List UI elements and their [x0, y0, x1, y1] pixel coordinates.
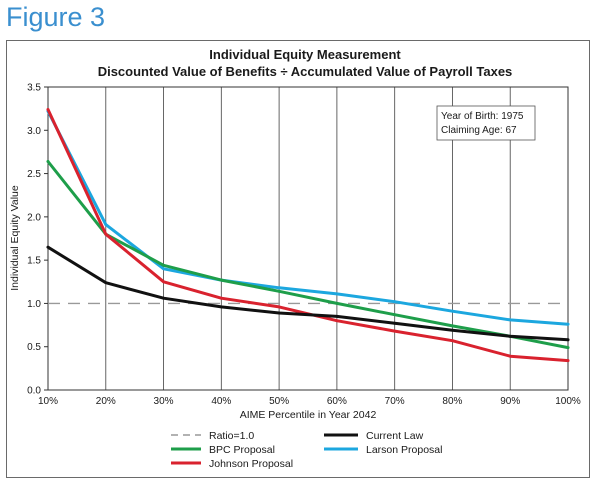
data-point-bpc-proposal-6: [393, 313, 397, 317]
data-point-larson-proposal-9: [566, 322, 570, 326]
data-point-johnson-proposal-4: [277, 305, 281, 309]
data-point-current-law-7: [451, 328, 454, 332]
x-tick-label-3: 40%: [211, 396, 231, 407]
data-point-current-law-0: [46, 245, 50, 249]
data-point-johnson-proposal-7: [451, 339, 454, 343]
data-point-larson-proposal-6: [393, 300, 397, 304]
annotation-claiming-age: Claiming Age: 67: [441, 125, 517, 136]
data-point-current-law-2: [162, 296, 165, 300]
annotation-year-of-birth: Year of Birth: 1975: [441, 111, 524, 122]
legend: Ratio=1.0 Current Law BPC Proposal Larso…: [171, 430, 442, 470]
data-point-johnson-proposal-5: [335, 319, 339, 323]
data-point-bpc-proposal-2: [162, 263, 165, 267]
series-line-bpc-proposal: [46, 160, 570, 350]
series-line-larson-proposal: [46, 109, 570, 326]
data-point-larson-proposal-5: [335, 292, 339, 296]
data-point-bpc-proposal-7: [451, 324, 454, 328]
x-axis-ticks: 10% 20% 30% 40% 50% 60% 70% 80% 90% 100%: [38, 396, 581, 407]
x-tick-label-2: 30%: [154, 396, 174, 407]
data-point-larson-proposal-8: [508, 318, 512, 322]
data-point-johnson-proposal-8: [508, 354, 512, 358]
chart-frame: [6, 40, 590, 478]
x-tick-label-7: 80%: [442, 396, 462, 407]
data-point-current-law-9: [566, 338, 570, 342]
legend-label-johnson: Johnson Proposal: [209, 458, 293, 470]
data-point-larson-proposal-4: [277, 286, 281, 290]
data-point-current-law-3: [219, 305, 223, 309]
data-point-johnson-proposal-3: [219, 296, 223, 300]
series-line-johnson-proposal: [46, 108, 570, 363]
y-tick-label-6: 3.0: [27, 126, 41, 137]
y-tick-label-1: 0.5: [27, 342, 41, 353]
chart-title: Individual Equity Measurement: [209, 47, 401, 62]
series-line-current-law: [46, 245, 570, 342]
data-point-johnson-proposal-9: [566, 359, 570, 362]
data-point-current-law-4: [277, 311, 281, 315]
data-point-larson-proposal-7: [451, 309, 454, 313]
x-tick-label-5: 60%: [327, 396, 347, 407]
data-point-johnson-proposal-6: [393, 329, 397, 333]
data-point-bpc-proposal-5: [335, 302, 339, 305]
y-tick-label-2: 1.0: [27, 299, 41, 310]
data-point-bpc-proposal-9: [566, 346, 570, 349]
data-point-bpc-proposal-3: [219, 278, 223, 282]
x-tick-label-6: 70%: [385, 396, 405, 407]
y-tick-label-4: 2.0: [27, 212, 41, 223]
annotation-border: [436, 105, 536, 141]
data-point-johnson-proposal-1: [104, 232, 108, 236]
series-lines: [46, 108, 570, 363]
data-point-current-law-1: [104, 281, 108, 285]
x-tick-label-4: 50%: [269, 396, 289, 407]
data-point-larson-proposal-1: [104, 223, 108, 227]
data-point-current-law-6: [393, 321, 397, 325]
x-tick-label-1: 20%: [96, 396, 116, 407]
y-tick-label-0: 0.0: [27, 386, 41, 397]
data-point-current-law-8: [508, 334, 512, 338]
data-point-bpc-proposal-0: [46, 160, 50, 163]
y-tick-label-5: 2.5: [27, 169, 41, 180]
y-tick-label-7: 3.5: [27, 83, 41, 94]
data-point-larson-proposal-2: [162, 267, 165, 271]
legend-label-larson: Larson Proposal: [366, 444, 442, 456]
x-axis-label: AIME Percentile in Year 2042: [240, 409, 377, 421]
data-point-johnson-proposal-2: [162, 280, 165, 284]
x-tick-label-9: 100%: [555, 396, 581, 407]
chart-subtitle: Discounted Value of Benefits ÷ Accumulat…: [98, 64, 513, 79]
annotation-box: Year of Birth: 1975 Claiming Age: 67: [436, 105, 536, 141]
y-axis-ticks: 0.0 0.5 1.0 1.5 2.0 2.5 3.0 3.5: [27, 83, 48, 397]
legend-label-bpc: BPC Proposal: [209, 444, 275, 456]
legend-label-ratio: Ratio=1.0: [209, 430, 254, 442]
legend-label-current-law: Current Law: [366, 430, 424, 442]
x-tick-label-8: 90%: [500, 396, 520, 407]
y-tick-label-3: 1.5: [27, 256, 41, 267]
x-tick-label-0: 10%: [38, 396, 58, 407]
y-axis-label: Individual Equity Value: [9, 185, 21, 291]
plot-area: [47, 86, 569, 391]
data-point-johnson-proposal-0: [46, 108, 50, 111]
figure-title: Figure 3: [6, 2, 106, 32]
data-point-current-law-5: [335, 315, 339, 318]
data-point-bpc-proposal-4: [277, 289, 281, 293]
